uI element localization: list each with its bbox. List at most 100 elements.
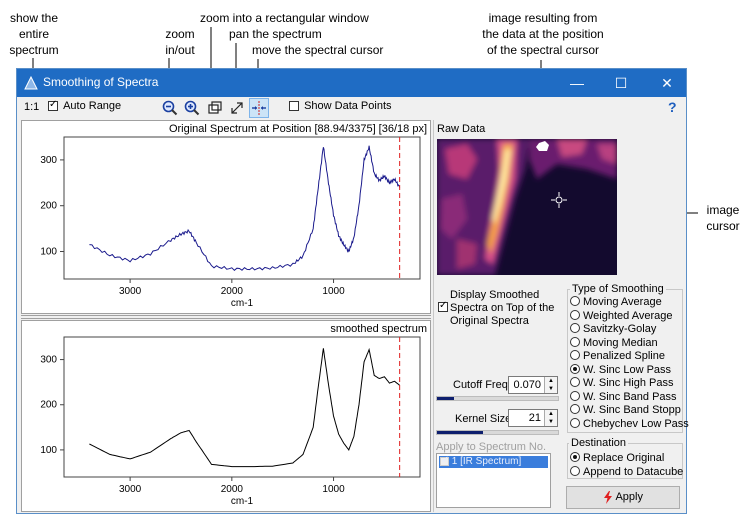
cutoff-spin-arrows-icon[interactable]: ▲ ▼	[544, 377, 557, 393]
radio-icon	[570, 363, 580, 374]
apply-button-label: Apply	[615, 491, 643, 503]
annotation-zoom-rect: zoom into a rectangular window	[200, 11, 369, 25]
show-data-points-checkbox[interactable]: Show Data Points	[289, 100, 392, 112]
top-plot-series-line	[89, 145, 401, 271]
radio-icon	[570, 336, 580, 347]
apply-to-list[interactable]: 1 [IR Spectrum]	[436, 453, 551, 508]
kernel-size-input[interactable]: 21 ▲ ▼	[508, 409, 558, 427]
smoothing-type-option[interactable]: W. Sinc Band Stopp	[570, 404, 681, 418]
pan-icon[interactable]	[228, 99, 246, 117]
right-panel-divider	[433, 120, 434, 512]
top-plot-header: Original Spectrum at Position [88.94/337…	[168, 123, 427, 135]
top-plot-panel: Original Spectrum at Position [88.94/337…	[21, 120, 431, 314]
show-data-points-label: Show Data Points	[304, 100, 392, 112]
display-smoothed-check-icon	[438, 300, 448, 313]
radio-icon	[570, 452, 580, 463]
smoothing-type-group: Type of Smoothing Moving Average Weighted…	[567, 283, 689, 433]
bottom-plot-ytick-label: 200	[40, 400, 57, 411]
smoothing-type-option-label: Chebychev Low Pass	[583, 417, 689, 430]
radio-icon	[570, 465, 580, 476]
smoothing-type-option-label: Penalized Spline	[583, 350, 665, 362]
bottom-plot-xtick-label: 1000	[322, 484, 345, 495]
top-plot-frame	[63, 136, 421, 280]
kernel-size-value: 21	[528, 412, 541, 424]
smoothing-type-option[interactable]: W. Sinc Low Pass	[570, 364, 671, 378]
zoom-window-icon[interactable]	[206, 99, 224, 117]
kernel-size-slider[interactable]	[436, 430, 559, 435]
smoothing-type-option-label: Weighted Average	[583, 309, 673, 322]
bottom-plot-xtick-label: 2000	[221, 484, 244, 495]
title-bar: Smoothing of Spectra — ☐ ✕	[17, 69, 686, 97]
bottom-plot-chart[interactable]: 300 200 100 3000 2000 1000 cm-1	[22, 335, 430, 511]
destination-option-label: Replace Original	[583, 452, 665, 464]
annotation-move-cursor: move the spectral cursor	[252, 43, 384, 57]
smoothing-type-legend: Type of Smoothing	[570, 283, 666, 295]
smoothing-type-option-label: W. Sinc Band Stopp	[583, 404, 681, 416]
bottom-plot-header: smoothed spectrum	[330, 323, 427, 335]
radio-icon	[570, 417, 580, 428]
destination-option[interactable]: Append to Datacube	[570, 466, 683, 480]
move-cursor-icon	[252, 101, 266, 115]
cutoff-slider[interactable]	[436, 396, 559, 401]
zoom-in-icon[interactable]	[183, 99, 201, 117]
smoothing-type-option[interactable]: Moving Average	[570, 296, 662, 310]
list-item[interactable]: 1 [IR Spectrum]	[439, 455, 548, 468]
list-item-check-icon[interactable]	[440, 455, 449, 467]
display-smoothed-label: Display Smoothed Spectra on Top of the O…	[450, 289, 555, 327]
destination-group: Destination Replace Original Append to Da…	[567, 437, 683, 480]
kernel-spin-arrows-icon[interactable]: ▲ ▼	[544, 410, 557, 426]
radio-icon	[570, 350, 580, 361]
cutoff-input[interactable]: 0.070 ▲ ▼	[508, 376, 558, 394]
bottom-plot-xlabel: cm-1	[231, 496, 254, 507]
annotation-image-cursor: image cursor	[706, 203, 740, 233]
top-plot-xtick-label: 2000	[221, 286, 244, 297]
bottom-plot-panel: smoothed spectrum 300 200 100 3000 2000 1000 c…	[21, 320, 431, 512]
minimize-button[interactable]: —	[570, 75, 584, 91]
move-cursor-button[interactable]	[249, 98, 269, 118]
bottom-plot-ytick-label: 300	[40, 355, 57, 366]
bottom-plot-ytick-label: 100	[40, 445, 57, 456]
smoothing-type-option[interactable]: Chebychev Low Pass	[570, 418, 689, 432]
toolbar: 1:1 Auto Range	[17, 97, 686, 119]
maximize-button[interactable]: ☐	[614, 75, 628, 91]
destination-legend: Destination	[569, 437, 629, 449]
smoothing-type-option[interactable]: Moving Median	[570, 337, 658, 351]
cutoff-value: 0.070	[513, 379, 541, 391]
radio-icon	[570, 377, 580, 388]
raw-data-image[interactable]	[437, 139, 617, 275]
app-icon	[24, 76, 38, 90]
annotation-pan: pan the spectrum	[229, 27, 322, 41]
top-plot-ytick-label: 100	[40, 247, 57, 258]
lightning-icon	[604, 490, 612, 504]
apply-button[interactable]: Apply	[566, 486, 680, 509]
bottom-plot-frame	[63, 336, 421, 478]
annotation-show-entire: show the entire spectrum	[9, 11, 59, 57]
destination-option[interactable]: Replace Original	[570, 452, 664, 466]
top-plot-chart[interactable]: 300 200 100 3000 2000 1000 cm-1	[22, 135, 430, 313]
smoothing-type-option[interactable]: Savitzky-Golay	[570, 323, 656, 337]
smoothing-type-option[interactable]: Weighted Average	[570, 310, 673, 324]
destination-option-label: Append to Datacube	[583, 465, 684, 478]
smoothing-type-option-label: Moving Average	[583, 296, 662, 308]
smoothing-type-option[interactable]: W. Sinc High Pass	[570, 377, 673, 391]
radio-icon	[570, 390, 580, 401]
help-button[interactable]: ?	[668, 99, 677, 115]
display-smoothed-checkbox[interactable]: Display Smoothed Spectra on Top of the O…	[436, 289, 556, 327]
close-button[interactable]: ✕	[661, 75, 673, 91]
plot-splitter[interactable]	[21, 315, 431, 319]
cutoff-label: Cutoff Freq.	[453, 379, 511, 391]
top-plot-ytick-label: 300	[40, 155, 57, 166]
smoothing-type-option-label: W. Sinc Band Pass	[583, 390, 677, 403]
image-cursor-icon[interactable]	[551, 192, 567, 208]
auto-range-checkbox[interactable]: Auto Range	[48, 99, 121, 112]
smoothing-type-option[interactable]: W. Sinc Band Pass	[570, 391, 677, 405]
smoothing-type-option-label: W. Sinc Low Pass	[583, 363, 672, 376]
top-plot-xtick-label: 3000	[119, 286, 142, 297]
auto-range-check-icon	[48, 99, 58, 112]
one-to-one-button[interactable]: 1:1	[24, 101, 40, 113]
smoothing-type-option-label: Savitzky-Golay	[583, 323, 657, 335]
zoom-out-icon[interactable]	[161, 99, 179, 117]
smoothing-type-option[interactable]: Penalized Spline	[570, 350, 665, 364]
kernel-size-slider-fill	[437, 431, 483, 434]
show-data-points-check-icon	[289, 101, 299, 112]
